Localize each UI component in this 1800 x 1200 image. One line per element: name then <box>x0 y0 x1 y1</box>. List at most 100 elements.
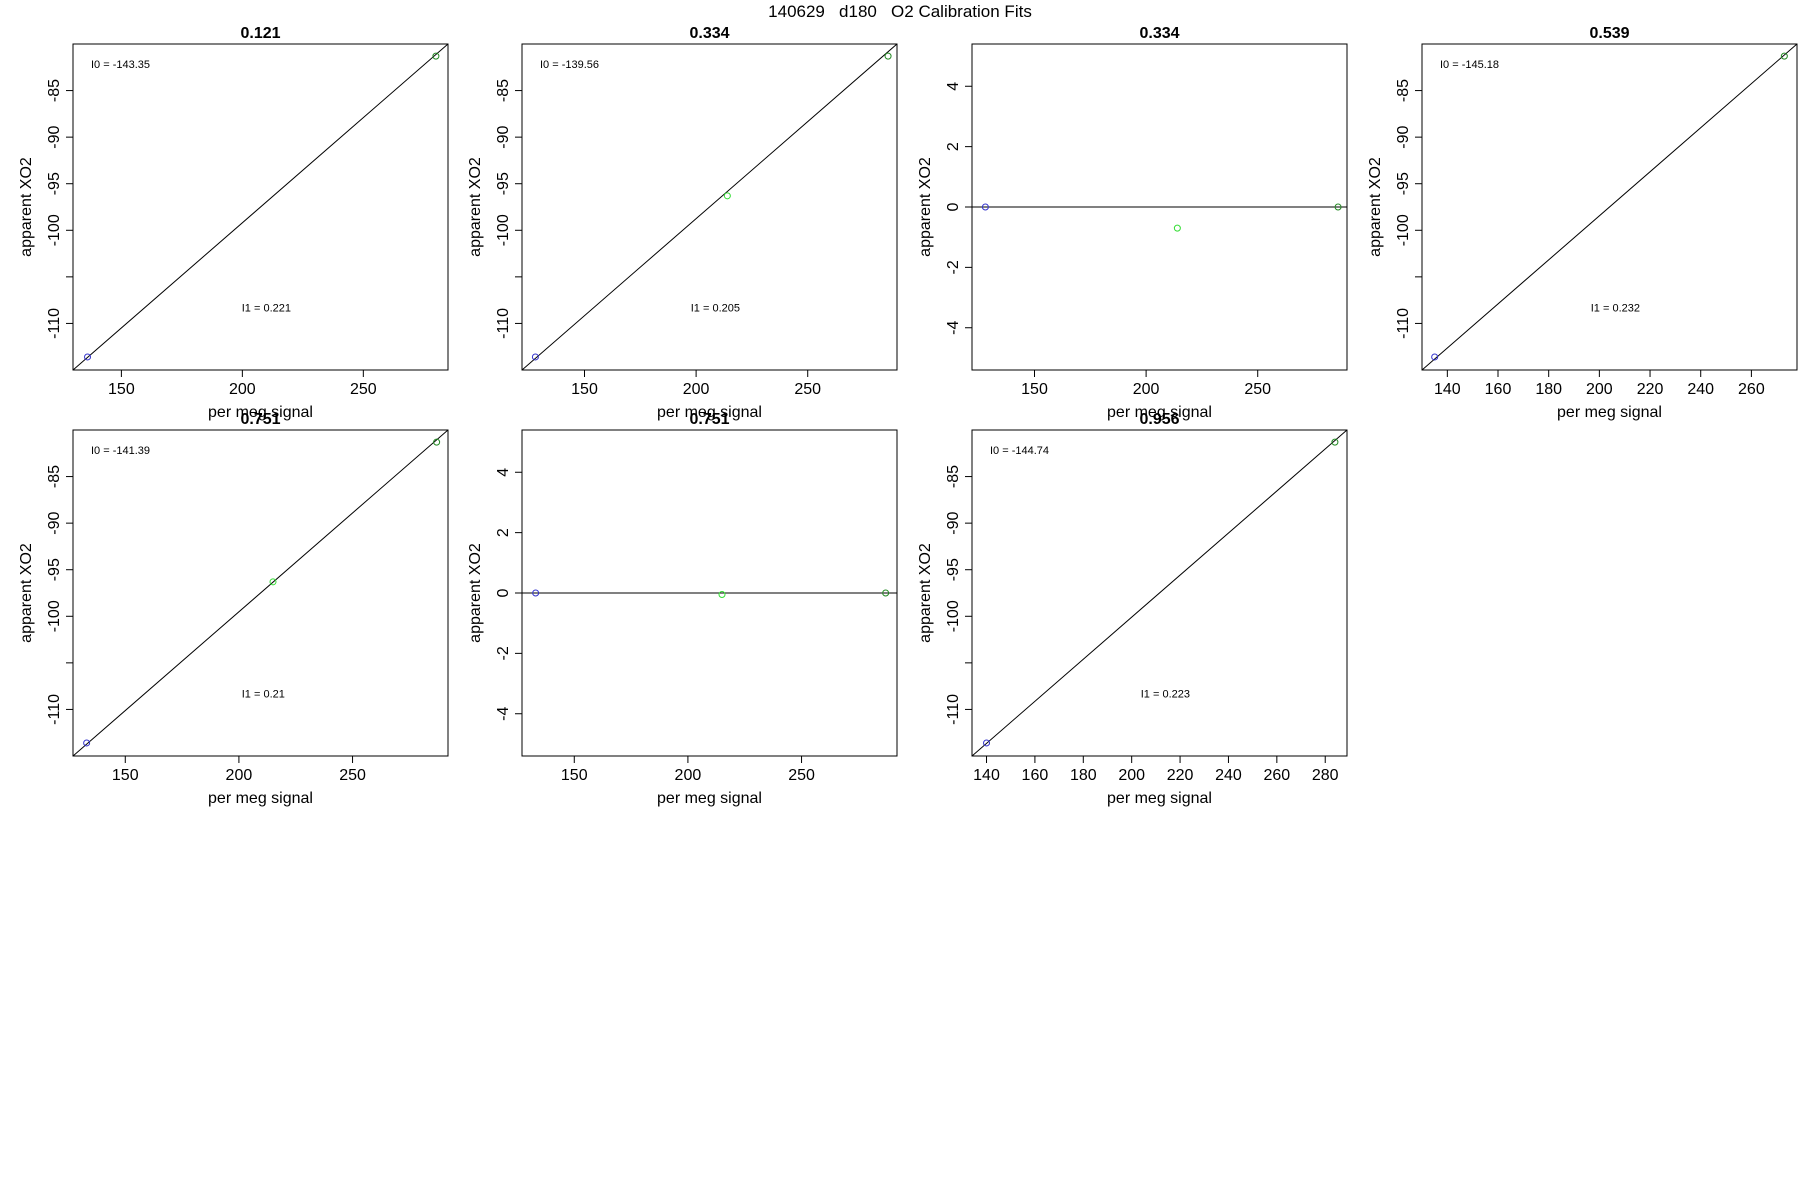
x-axis-label: per meg signal <box>208 790 313 807</box>
x-tick-label: 200 <box>229 381 256 398</box>
x-tick-label: 200 <box>683 381 710 398</box>
y-tick-label: -100 <box>1395 214 1412 246</box>
x-tick-label: 200 <box>1133 381 1160 398</box>
y-axis-label: apparent XO2 <box>467 543 484 643</box>
y-axis-label: apparent XO2 <box>18 157 35 257</box>
panel-title: 0.334 <box>689 25 729 42</box>
x-tick-label: 140 <box>1434 381 1461 398</box>
x-axis-label: per meg signal <box>208 404 313 421</box>
y-axis-label: apparent XO2 <box>917 543 934 643</box>
y-tick-label: -110 <box>945 694 962 725</box>
calibration-plot: 0.539 140 160 180 200 220 240 260 -110 -100 -95 -90… <box>1367 25 1798 421</box>
data-point <box>1780 52 1788 60</box>
y-tick-label: 0 <box>945 202 962 211</box>
fit-coefficient-label: I0 = -145.18 <box>1440 59 1499 71</box>
x-tick-label: 200 <box>1586 381 1613 398</box>
calibration-plot: 0.334 150 200 250 -110 -100 -95 -90 -85 per meg s… <box>467 25 898 421</box>
y-tick-label: -100 <box>46 600 63 632</box>
y-tick-label: -95 <box>945 558 962 581</box>
data-point <box>1173 224 1181 232</box>
data-point <box>723 192 731 200</box>
y-tick-label: -4 <box>495 707 512 721</box>
figure-title: 140629 d180 O2 Calibration Fits <box>768 2 1032 21</box>
x-tick-label: 150 <box>112 767 139 784</box>
fit-coefficient-label: I0 = -139.56 <box>540 59 599 71</box>
x-tick-label: 200 <box>226 767 253 784</box>
fit-coefficient-label: I0 = -141.39 <box>91 445 150 457</box>
data-point <box>718 591 726 599</box>
panel-title: 0.751 <box>240 411 280 428</box>
y-tick-label: -95 <box>46 558 63 581</box>
x-tick-label: 240 <box>1687 381 1714 398</box>
y-tick-label: -100 <box>46 214 63 246</box>
y-tick-label: -85 <box>945 465 962 488</box>
panel-title: 0.956 <box>1139 411 1179 428</box>
plot-frame <box>971 429 1348 757</box>
y-axis-label: apparent XO2 <box>467 157 484 257</box>
x-tick-label: 250 <box>1244 381 1271 398</box>
plot-frame <box>72 43 449 371</box>
y-tick-label: 2 <box>945 142 962 151</box>
fit-coefficient-label: I1 = 0.232 <box>1591 302 1640 314</box>
x-tick-label: 180 <box>1070 767 1097 784</box>
y-tick-label: -90 <box>46 125 63 148</box>
x-tick-label: 220 <box>1167 767 1194 784</box>
y-axis-label: apparent XO2 <box>18 543 35 643</box>
calibration-plot: 0.121 150 200 250 -110 -100 -95 -90 -85 per meg s… <box>18 25 449 421</box>
x-tick-label: 150 <box>1021 381 1048 398</box>
y-tick-label: -100 <box>495 214 512 246</box>
y-tick-label: -90 <box>945 511 962 534</box>
data-point <box>531 353 539 361</box>
calibration-plot: 0.956 140 160 180 200 220 240 260 280 -110 -100 -95… <box>917 411 1348 807</box>
y-tick-label: -85 <box>46 79 63 102</box>
y-tick-label: -85 <box>1395 79 1412 102</box>
calibration-plot: 0.751 150 200 250 -110 -100 -95 -90 -85 per meg s… <box>18 411 449 807</box>
x-tick-label: 250 <box>339 767 366 784</box>
data-point <box>983 739 991 747</box>
x-axis-label: per meg signal <box>657 404 762 421</box>
data-point <box>884 52 892 60</box>
y-tick-label: 0 <box>495 588 512 597</box>
x-tick-label: 250 <box>794 381 821 398</box>
fit-coefficient-label: I1 = 0.223 <box>1141 688 1190 700</box>
x-tick-label: 160 <box>1485 381 1512 398</box>
fit-coefficient-label: I0 = -143.35 <box>91 59 150 71</box>
y-tick-label: -85 <box>495 79 512 102</box>
y-tick-label: -95 <box>46 172 63 195</box>
fit-coefficient-label: I1 = 0.205 <box>691 302 740 314</box>
y-axis-label: apparent XO2 <box>1367 157 1384 257</box>
x-tick-label: 160 <box>1022 767 1049 784</box>
y-tick-label: -90 <box>495 125 512 148</box>
y-tick-label: -110 <box>1395 308 1412 339</box>
x-axis-label: per meg signal <box>1107 404 1212 421</box>
panel-title: 0.334 <box>1139 25 1179 42</box>
x-axis-label: per meg signal <box>657 790 762 807</box>
plot-frame <box>1421 43 1798 371</box>
x-tick-label: 150 <box>561 767 588 784</box>
x-tick-label: 180 <box>1535 381 1562 398</box>
data-point <box>269 578 277 586</box>
plot-frame <box>521 43 898 371</box>
fit-coefficient-label: I1 = 0.21 <box>242 688 285 700</box>
data-point <box>532 589 540 597</box>
x-tick-label: 200 <box>675 767 702 784</box>
y-tick-label: -2 <box>945 260 962 274</box>
x-tick-label: 260 <box>1738 381 1765 398</box>
fit-coefficient-label: I1 = 0.221 <box>242 302 291 314</box>
y-tick-label: -110 <box>495 308 512 339</box>
y-tick-label: -95 <box>1395 172 1412 195</box>
y-tick-label: -110 <box>46 694 63 725</box>
y-tick-label: -90 <box>1395 125 1412 148</box>
x-tick-label: 250 <box>788 767 815 784</box>
panel-title: 0.751 <box>689 411 729 428</box>
calibration-plot: 0.751 150 200 250 -4 -2 0 2 4 per meg signal appar… <box>467 411 898 807</box>
x-axis-label: per meg signal <box>1107 790 1212 807</box>
x-tick-label: 240 <box>1215 767 1242 784</box>
x-tick-label: 150 <box>108 381 135 398</box>
y-tick-label: -100 <box>945 600 962 632</box>
x-axis-label: per meg signal <box>1557 404 1662 421</box>
y-tick-label: -95 <box>495 172 512 195</box>
x-tick-label: 200 <box>1118 767 1145 784</box>
calibration-plot: 0.334 150 200 250 -4 -2 0 2 4 per meg signal appar… <box>917 25 1348 421</box>
fit-coefficient-label: I0 = -144.74 <box>990 445 1049 457</box>
